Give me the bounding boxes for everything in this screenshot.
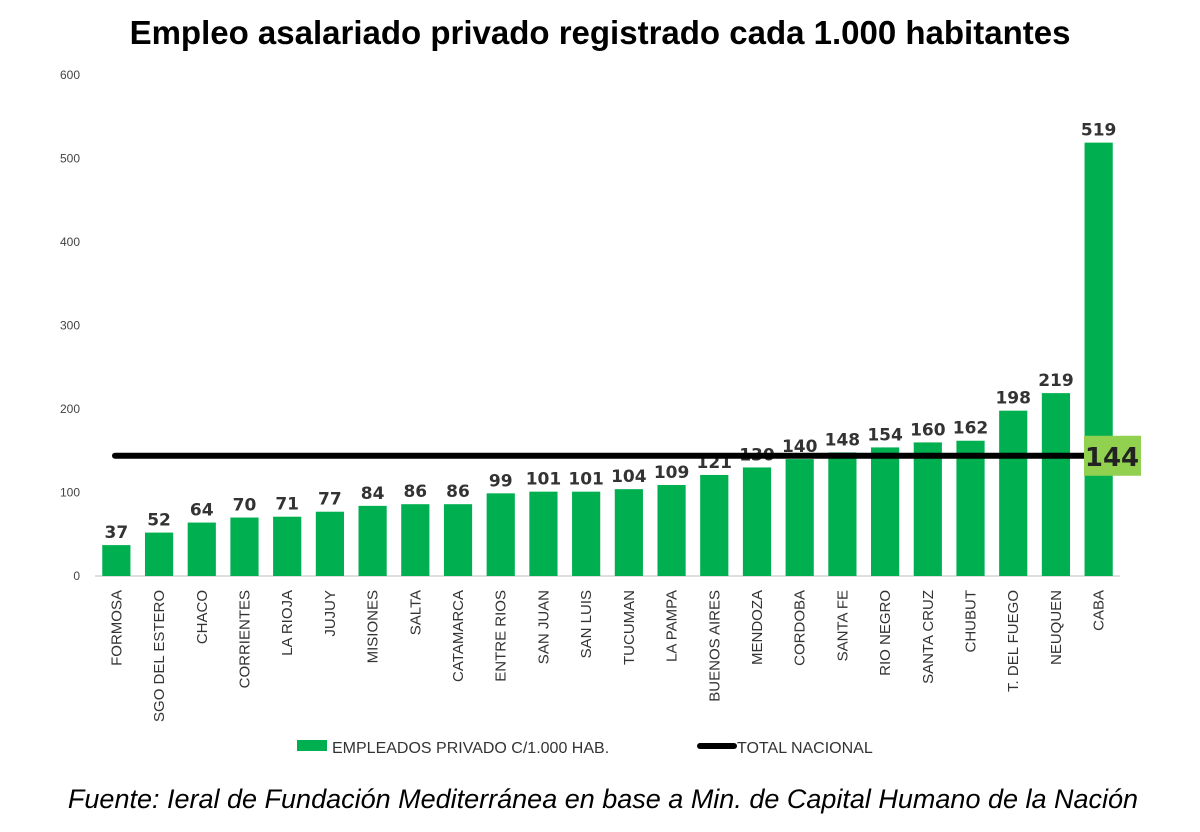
x-tick-label: BUENOS AIRES [706, 590, 723, 702]
x-tick-label: T. DEL FUEGO [1005, 590, 1022, 692]
x-tick-label: LA PAMPA [664, 590, 681, 662]
bar [401, 504, 430, 576]
bar [956, 440, 985, 576]
bar [230, 517, 259, 576]
reference-label-box [1084, 435, 1141, 476]
bar [614, 489, 643, 576]
x-tick-label: NEUQUEN [1048, 590, 1065, 665]
y-tick-label: 600 [60, 68, 80, 82]
bar-value-label: 162 [953, 419, 989, 439]
x-tick-label: CORDOBA [792, 590, 809, 666]
bar-chart: 0 100 200 300 400 500 600 FORMOSA SGO DEL ESTER… [60, 68, 1141, 757]
bar [187, 522, 216, 576]
y-tick-label: 300 [60, 319, 80, 333]
y-tick-label: 200 [60, 402, 80, 416]
x-tick-label: CHACO [194, 590, 211, 644]
bar [871, 447, 900, 576]
bar-value-label: 71 [275, 495, 299, 515]
reference-value-label: 144 [1085, 443, 1139, 473]
bar [828, 452, 857, 576]
x-tick-label: ENTRE RIOS [493, 590, 510, 682]
bar [358, 505, 387, 576]
y-axis: 0 100 200 300 400 500 600 [60, 68, 80, 583]
x-tick-label: CHUBUT [963, 590, 980, 653]
x-axis: FORMOSA SGO DEL ESTERO CHACO CORRIENTES LA R… [95, 575, 1120, 722]
bar [486, 493, 515, 576]
x-tick-label: JUJUY [322, 590, 339, 637]
bar-value-label: 148 [825, 430, 861, 450]
x-tick-label: TUCUMAN [621, 590, 638, 665]
bar-value-label: 104 [611, 467, 647, 487]
bar [1084, 142, 1113, 576]
bar-value-label: 101 [526, 470, 562, 490]
legend: EMPLEADOS PRIVADO C/1.000 HAB. TOTAL NACI… [297, 740, 873, 757]
x-tick-label: SGO DEL ESTERO [151, 590, 168, 722]
x-tick-label: LA RIOJA [279, 590, 296, 656]
x-tick-label: MENDOZA [749, 590, 766, 665]
bar [443, 504, 473, 576]
y-tick-label: 400 [60, 235, 80, 249]
data-labels: 3752647071778486869910110110410912113014… [105, 121, 1117, 543]
x-tick-label: SAN LUIS [578, 590, 595, 658]
source-note: Fuente: Ieral de Fundación Mediterránea … [67, 784, 1139, 814]
legend-swatch-bars [297, 740, 327, 751]
bar-value-label: 86 [403, 482, 427, 502]
y-tick-label: 0 [73, 569, 80, 583]
x-tick-label: CATAMARCA [450, 590, 467, 682]
x-tick-label: SAN JUAN [535, 590, 552, 664]
bar-value-label: 52 [147, 511, 171, 531]
bar-value-label: 154 [867, 425, 903, 445]
bar-value-label: 219 [1038, 371, 1074, 391]
x-tick-label: CORRIENTES [236, 590, 253, 688]
bar [657, 484, 686, 576]
bar [785, 459, 814, 576]
bar [315, 511, 344, 576]
bar-value-label: 37 [105, 523, 129, 543]
bar-value-label: 140 [782, 437, 818, 457]
x-tick-label: SANTA FE [834, 590, 851, 661]
y-tick-label: 100 [60, 486, 80, 500]
bar-value-label: 109 [654, 463, 690, 483]
x-tick-label: FORMOSA [108, 590, 125, 666]
chart-title: Empleo asalariado privado registrado cad… [129, 14, 1071, 51]
bar-value-label: 64 [190, 501, 214, 521]
bar [913, 442, 942, 576]
bar-value-label: 84 [361, 484, 385, 504]
y-tick-label: 500 [60, 152, 80, 166]
bar [102, 545, 131, 576]
bar [742, 467, 772, 576]
x-tick-label: SALTA [407, 590, 424, 635]
x-tick-label: MISIONES [365, 590, 382, 663]
x-tick-label: RIO NEGRO [877, 590, 894, 676]
bar [700, 474, 729, 576]
bar-value-label: 70 [233, 496, 257, 516]
bar [1041, 393, 1071, 576]
bar [572, 491, 601, 576]
bar [529, 491, 558, 576]
legend-label-bars: EMPLEADOS PRIVADO C/1.000 HAB. [332, 740, 609, 757]
x-tick-label: SANTA CRUZ [920, 590, 937, 684]
bar-value-label: 198 [995, 389, 1031, 409]
bar [273, 516, 302, 576]
bar-value-label: 86 [446, 482, 470, 502]
reference-line-group: 144 [112, 435, 1141, 476]
bar-series [102, 142, 1113, 576]
bar-value-label: 77 [318, 490, 342, 510]
bar-value-label: 99 [489, 471, 513, 491]
bar [999, 410, 1028, 576]
legend-label-line: TOTAL NACIONAL [737, 740, 873, 757]
bar-value-label: 160 [910, 420, 946, 440]
x-tick-label: CABA [1091, 590, 1108, 631]
bar [144, 532, 174, 576]
bar-value-label: 101 [568, 470, 604, 490]
bar-value-label: 519 [1081, 121, 1117, 141]
